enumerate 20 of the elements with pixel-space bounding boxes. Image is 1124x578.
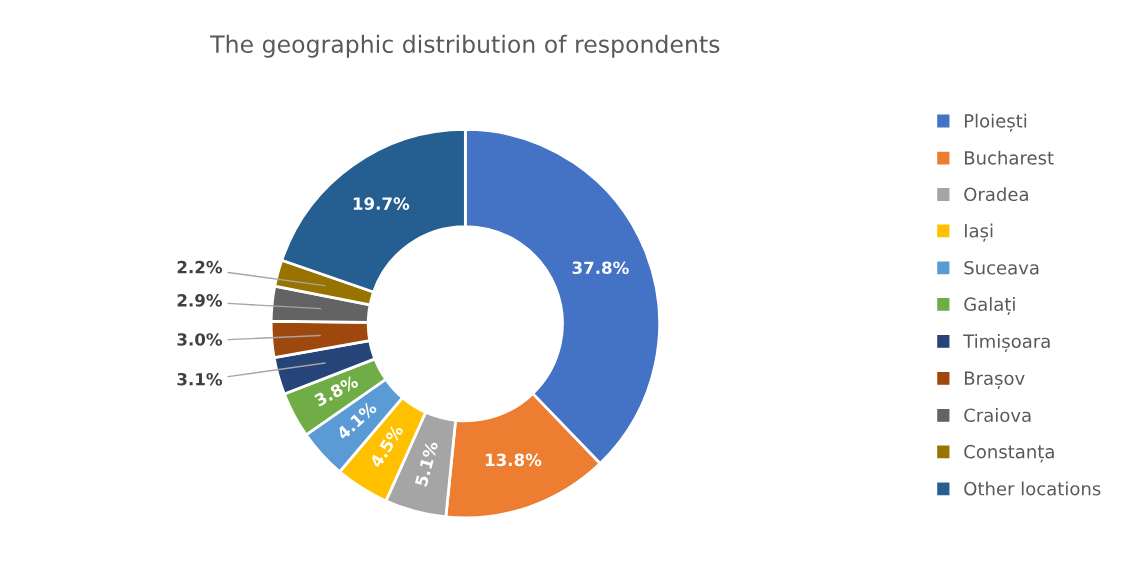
legend-label: Timișoara <box>963 334 1050 353</box>
legend-label: Ploiești <box>964 113 1027 132</box>
legend-label: Iași <box>964 223 993 242</box>
chart-title: The geographic distribution of respondents <box>210 34 720 58</box>
legend-label: Other locations <box>964 481 1101 496</box>
legend-label: Suceava <box>964 260 1039 275</box>
data-label: 13.8% <box>485 453 542 467</box>
legend-label: Constanța <box>964 444 1054 463</box>
legend-label: Craiova <box>964 408 1031 423</box>
data-label: 5.1% <box>414 440 439 487</box>
data-label: 2.2% <box>177 260 223 274</box>
data-label: 37.8% <box>572 261 629 275</box>
legend-label: Oradea <box>964 187 1028 202</box>
legend-label: Galați <box>964 297 1015 316</box>
legend-label: Bucharest <box>964 150 1054 165</box>
data-label: 3.0% <box>177 333 223 346</box>
data-label: 2.9% <box>177 294 223 307</box>
data-label: 19.7% <box>353 197 410 210</box>
data-label: 3.1% <box>177 372 223 386</box>
legend-label: Brașov <box>964 371 1025 390</box>
